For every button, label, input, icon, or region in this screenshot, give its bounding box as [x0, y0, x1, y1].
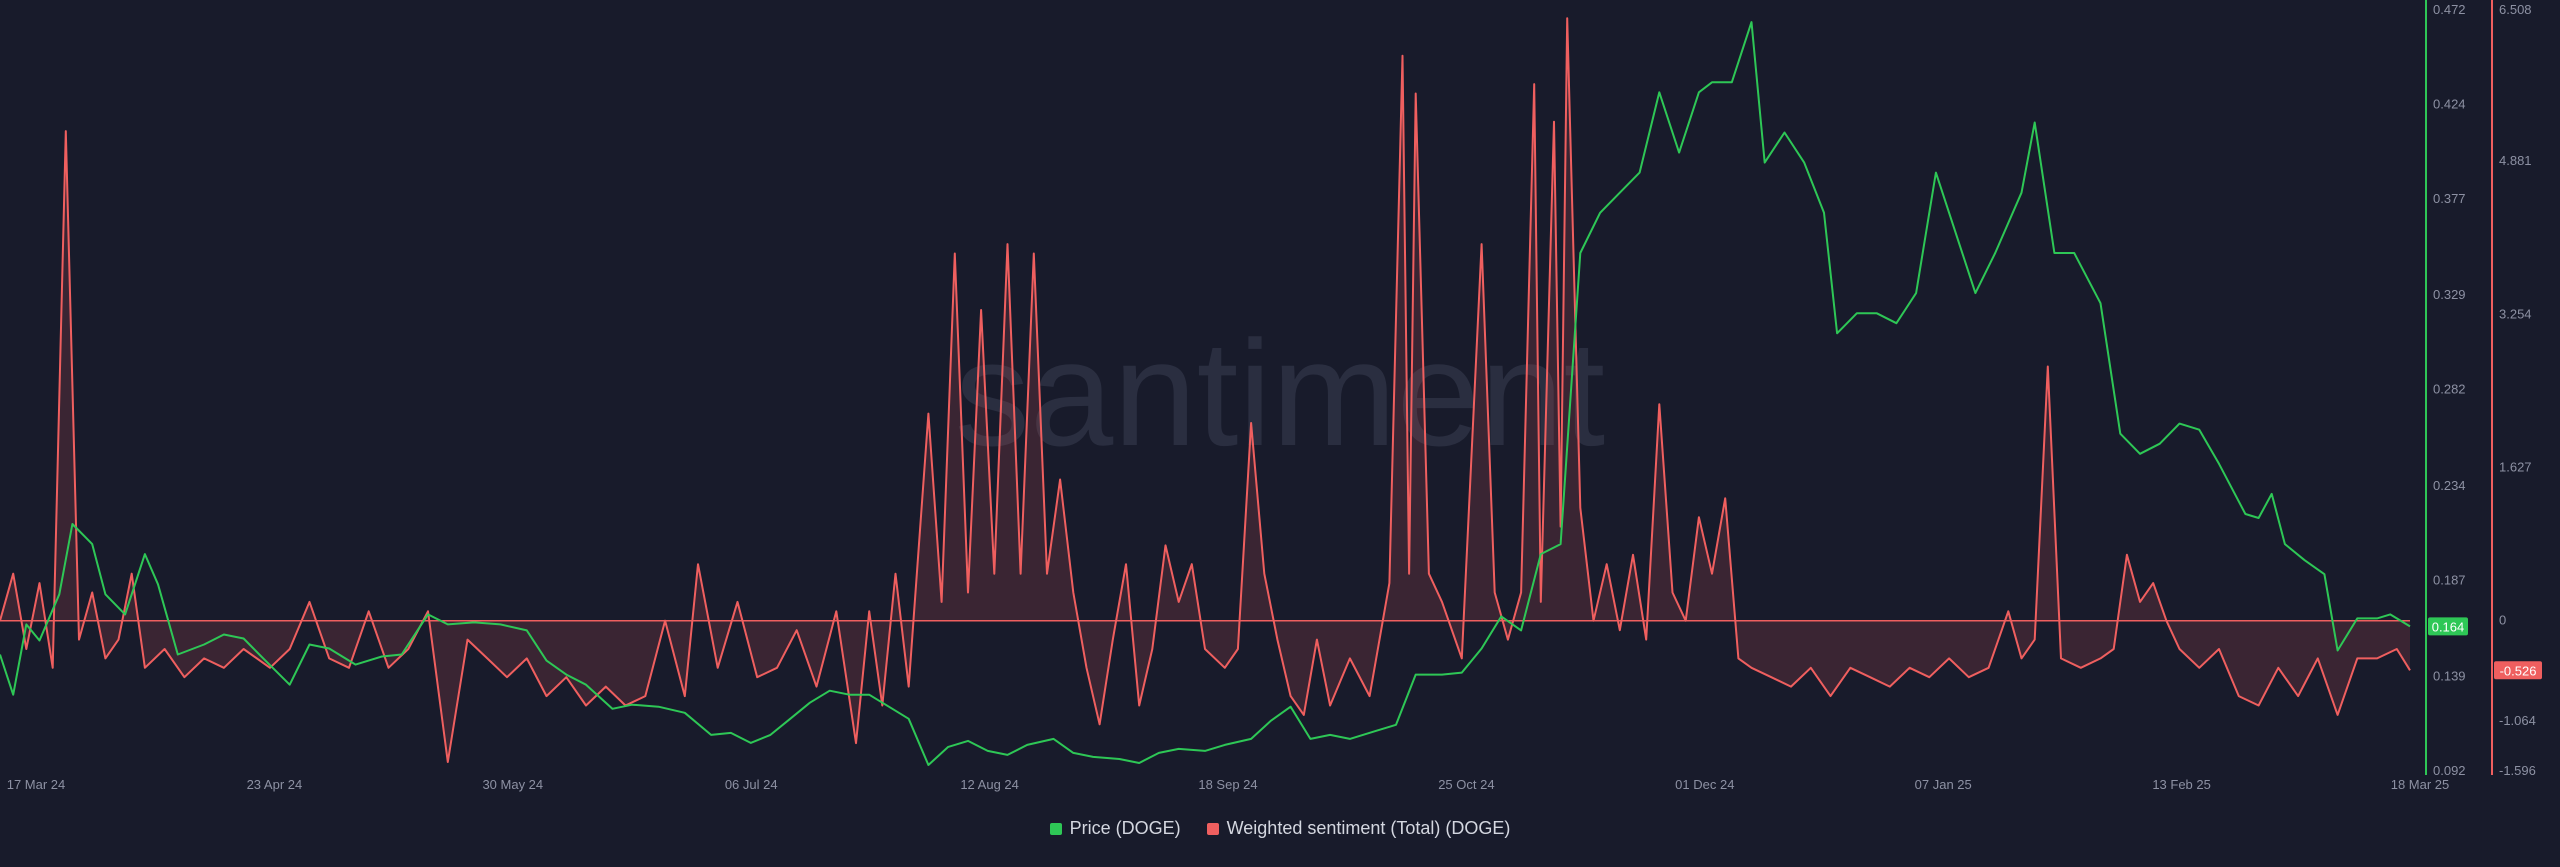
sentiment-tick-label: 0: [2499, 613, 2506, 628]
sentiment-tick-label: -1.596: [2499, 763, 2536, 778]
x-tick-label: 07 Jan 25: [1915, 777, 1972, 792]
x-tick-label: 25 Oct 24: [1438, 777, 1494, 792]
price-current-badge: [2428, 617, 2468, 636]
legend-item-price[interactable]: Price (DOGE): [1049, 818, 1181, 839]
legend: Price (DOGE) Weighted sentiment (Total) …: [0, 818, 2560, 839]
x-tick-label: 13 Feb 25: [2152, 777, 2211, 792]
x-tick-label: 06 Jul 24: [725, 777, 778, 792]
sentiment-current-badge: [2494, 661, 2542, 680]
sentiment-tick-label: 3.254: [2499, 306, 2532, 321]
price-tick-label: 0.282: [2433, 382, 2466, 397]
price-current-label: 0.164: [2432, 619, 2465, 634]
sentiment-tick-label: 4.881: [2499, 153, 2532, 168]
legend-label-price: Price (DOGE): [1069, 818, 1181, 838]
x-tick-label: 18 Sep 24: [1198, 777, 1257, 792]
price-tick-label: 0.472: [2433, 2, 2466, 17]
x-tick-label: 18 Mar 25: [2391, 777, 2450, 792]
sentiment-tick-label: 1.627: [2499, 460, 2532, 475]
sentiment-tick-label: -1.064: [2499, 713, 2536, 728]
legend-label-sentiment: Weighted sentiment (Total) (DOGE): [1226, 818, 1511, 838]
legend-swatch-price: [1049, 822, 1062, 835]
sentiment-current-label: -0.526: [2500, 663, 2537, 678]
legend-swatch-sentiment: [1206, 822, 1219, 835]
watermark: santiment: [955, 309, 1605, 477]
price-line: [0, 21, 2411, 766]
sentiment-tick-label: 6.508: [2499, 2, 2532, 17]
x-tick-label: 30 May 24: [482, 777, 543, 792]
legend-item-sentiment[interactable]: Weighted sentiment (Total) (DOGE): [1206, 818, 1511, 839]
x-tick-label: 23 Apr 24: [247, 777, 303, 792]
price-tick-label: 0.139: [2433, 669, 2466, 684]
price-tick-label: 0.377: [2433, 191, 2466, 206]
x-tick-label: 12 Aug 24: [960, 777, 1019, 792]
series-layer: [0, 17, 2411, 766]
price-tick-label: 0.234: [2433, 478, 2466, 493]
price-tick-label: 0.092: [2433, 763, 2466, 778]
sentiment-line: [0, 17, 2411, 763]
axis-layer: 0.472 0.424 0.377 0.329 0.282 0.234 0.187 0.139…: [7, 0, 2542, 792]
price-tick-label: 0.329: [2433, 287, 2466, 302]
price-tick-label: 0.424: [2433, 96, 2466, 111]
x-tick-label: 17 Mar 24: [7, 777, 66, 792]
price-tick-label: 0.187: [2433, 572, 2466, 587]
x-tick-label: 01 Dec 24: [1675, 777, 1734, 792]
